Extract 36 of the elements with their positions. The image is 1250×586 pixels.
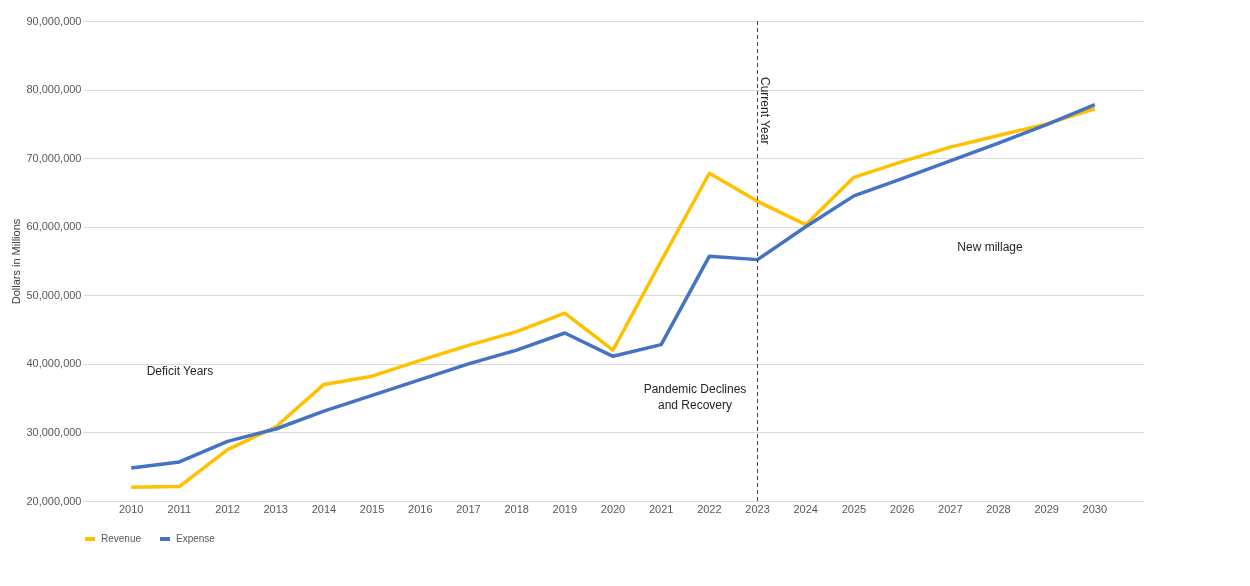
x-tick-label: 2030	[1082, 502, 1108, 515]
x-tick-label: 2019	[552, 502, 578, 515]
x-tick-label: 2026	[889, 502, 915, 515]
y-tick-label: 80,000,000	[26, 83, 82, 96]
x-tick-label: 2013	[263, 502, 288, 515]
y-tick-label: 20,000,000	[26, 494, 82, 507]
x-tick-label: 2016	[408, 502, 433, 515]
y-tick-label: 70,000,000	[26, 151, 82, 164]
x-tick-label: 2014	[311, 502, 337, 515]
y-tick-label: 40,000,000	[26, 357, 82, 370]
annotation: New millage	[957, 240, 1023, 254]
y-tick-label: 60,000,000	[26, 220, 82, 233]
y-tick-label: 90,000,000	[26, 14, 82, 27]
x-tick-label: 2027	[938, 502, 963, 515]
ref-line-label: Current Year	[757, 77, 772, 145]
annotation: Pandemic Declines and Recovery	[643, 382, 747, 412]
y-axis-title: Dollars in Millions	[10, 218, 23, 305]
x-tick-label: 2012	[215, 502, 240, 515]
x-tick-label: 2024	[793, 502, 818, 515]
x-tick-label: 2017	[456, 502, 481, 515]
x-tick-label: 2028	[986, 502, 1011, 515]
x-tick-label: 2022	[697, 502, 722, 515]
x-tick-label: 2011	[167, 502, 192, 515]
legend-label: Expense	[176, 533, 216, 544]
y-tick-label: 30,000,000	[26, 425, 82, 438]
annotation: Deficit Years	[146, 364, 214, 378]
x-tick-label: 2029	[1034, 502, 1059, 515]
x-tick-label: 2021	[648, 502, 674, 515]
x-tick-label: 2010	[118, 502, 144, 515]
x-tick-label: 2015	[359, 502, 385, 515]
x-tick-label: 2018	[504, 502, 529, 515]
legend-label: Revenue	[101, 533, 142, 544]
x-tick-label: 2023	[745, 502, 770, 515]
x-tick-label: 2020	[600, 502, 626, 515]
y-tick-label: 50,000,000	[26, 288, 82, 301]
x-tick-label: 2025	[841, 502, 867, 515]
